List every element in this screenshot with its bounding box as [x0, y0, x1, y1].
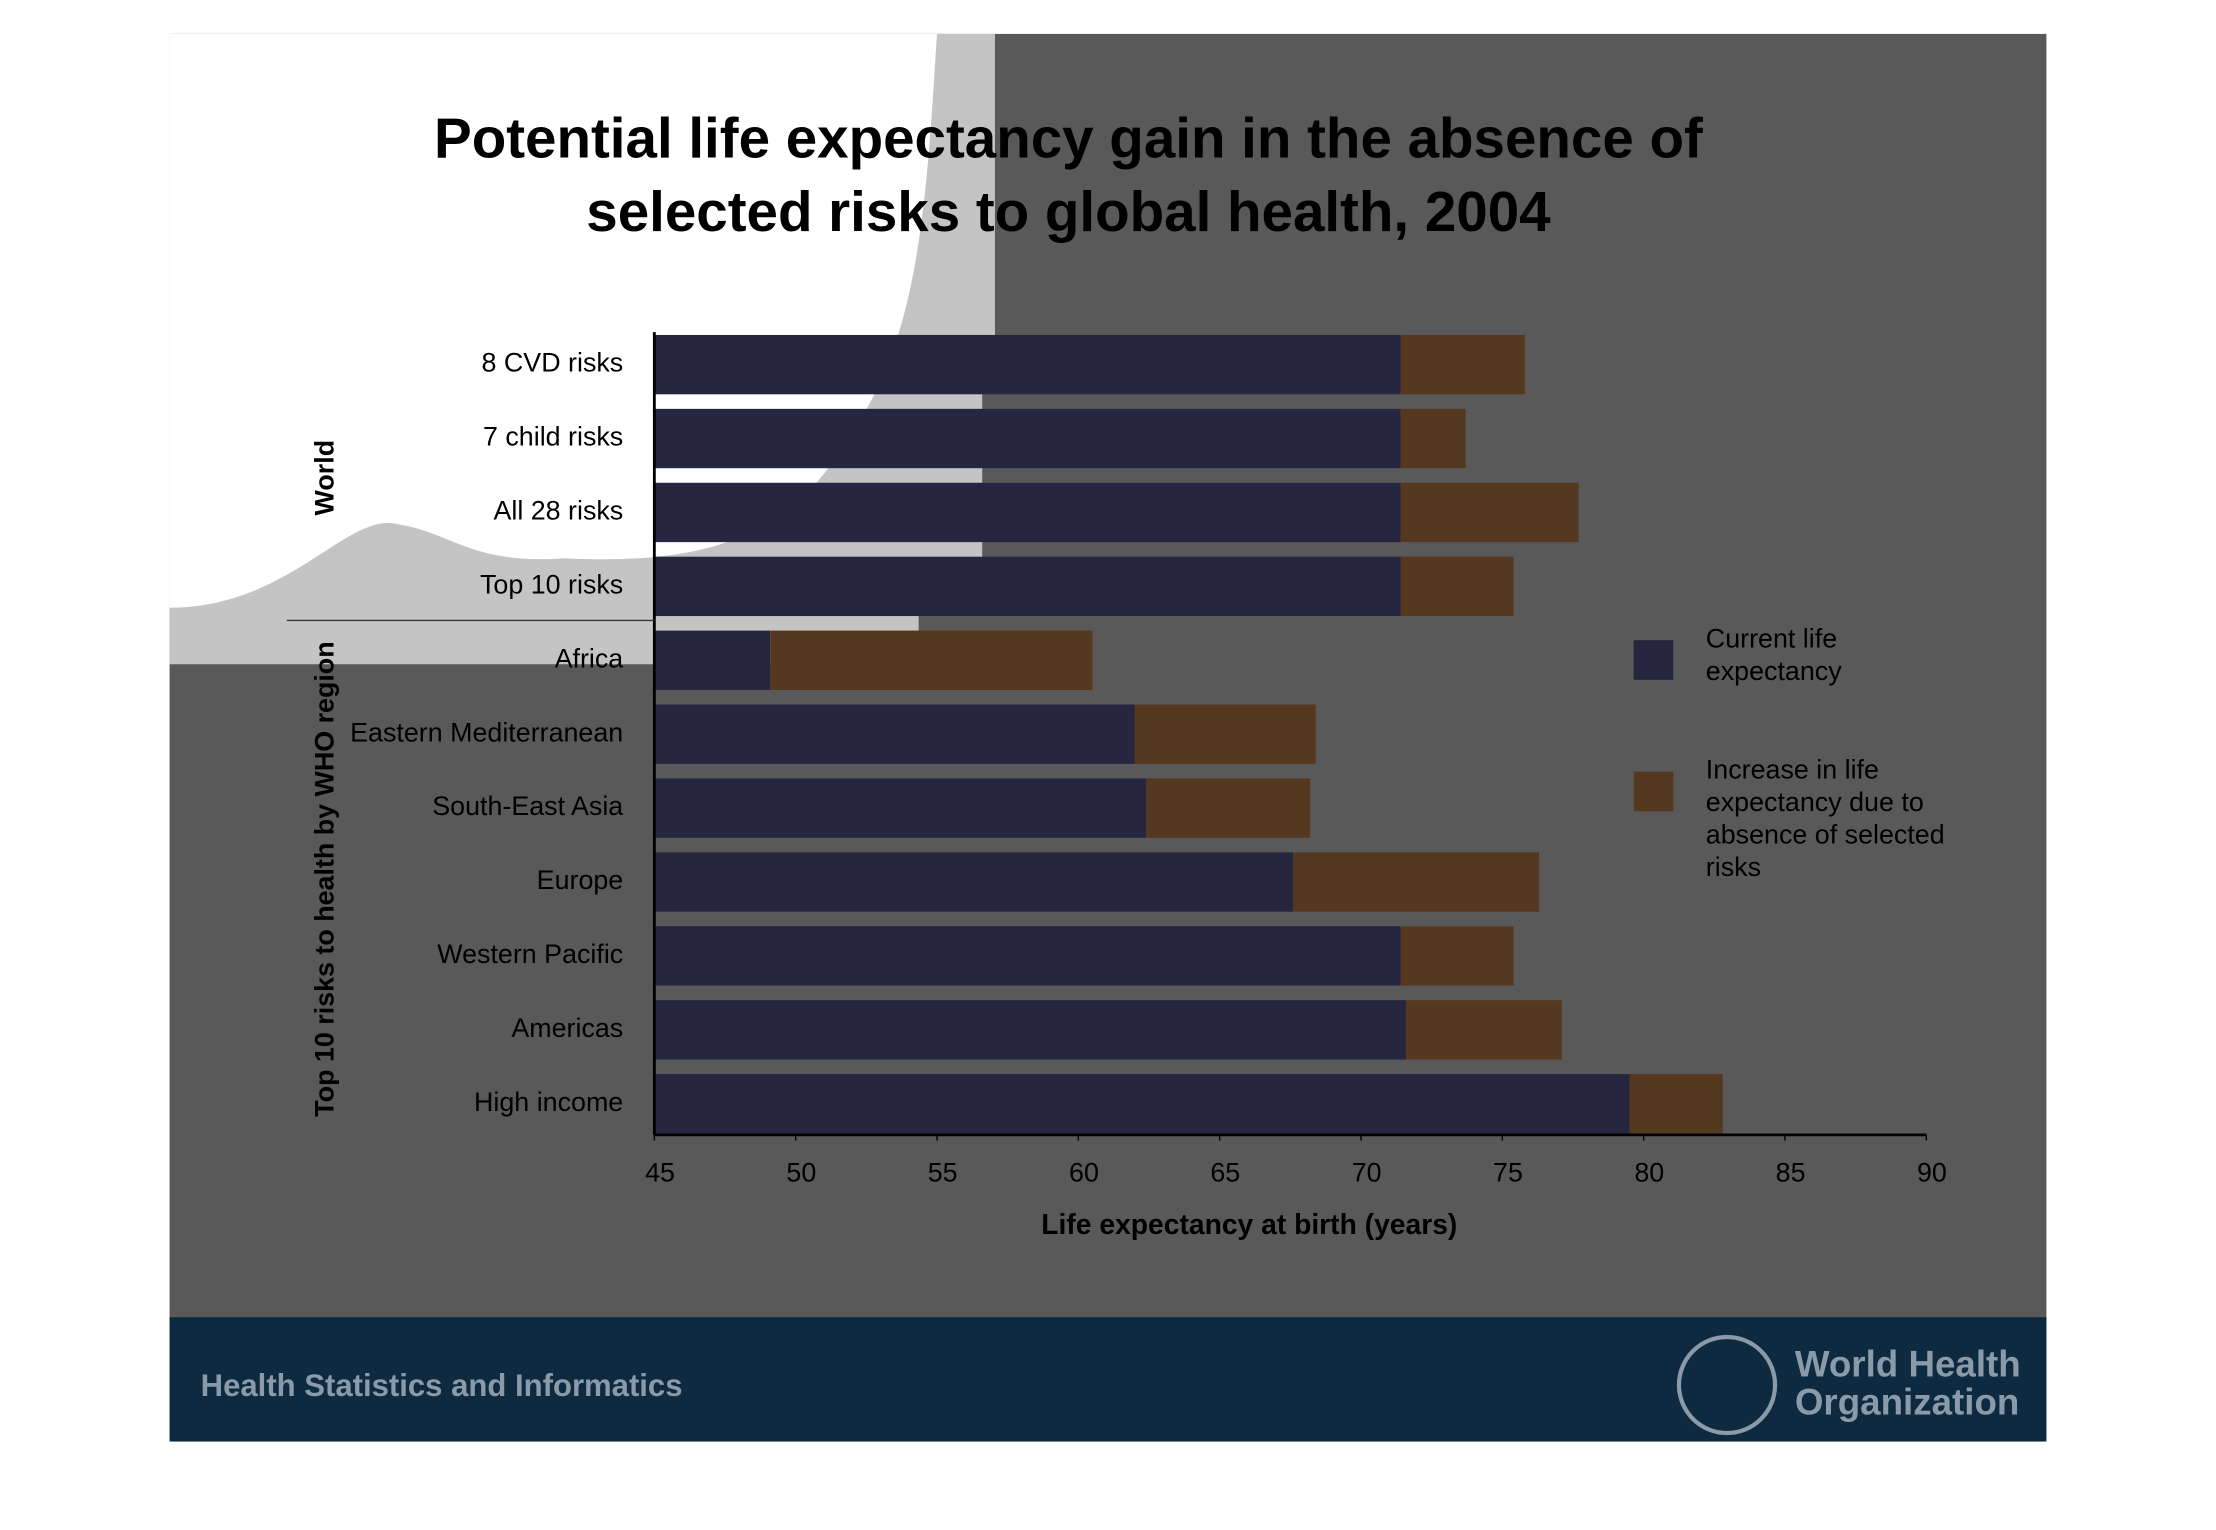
y-tick-label: All 28 risks — [493, 496, 623, 526]
chart-title: selected risks to global health, 2004 — [586, 180, 1551, 243]
x-tick-label: 85 — [1776, 1158, 1806, 1188]
bar-segment — [654, 482, 1401, 543]
group-label: World — [310, 440, 340, 516]
bar-segment — [654, 408, 1401, 469]
legend-entry: Increase in life expectancy due to absen… — [1705, 756, 1945, 884]
x-tick-label: 80 — [1634, 1158, 1664, 1188]
bar-segment — [1400, 334, 1525, 395]
bar-segment — [1146, 778, 1311, 838]
x-tick-label: 50 — [786, 1158, 816, 1188]
bar-segment — [654, 926, 1401, 986]
bar-segment — [654, 852, 1294, 912]
y-tick-label: South-East Asia — [432, 791, 623, 821]
bar-segment — [654, 1000, 1407, 1060]
y-tick-label: Eastern Mediterranean — [350, 717, 623, 747]
y-tick-label: Western Pacific — [437, 939, 623, 969]
bar-segment — [654, 556, 1401, 617]
bar-segment — [654, 630, 771, 690]
chart-title: Potential life expectancy gain in the ab… — [434, 107, 1703, 170]
y-tick-label: Americas — [511, 1013, 623, 1043]
bar-segment — [654, 1074, 1630, 1134]
y-tick-label: High income — [474, 1087, 623, 1117]
x-tick-label: 65 — [1210, 1158, 1240, 1188]
x-tick-label: 70 — [1352, 1158, 1382, 1188]
bar-segment — [770, 630, 1093, 690]
bar-segment — [1406, 1000, 1562, 1060]
legend-swatch — [1633, 771, 1674, 812]
legend-label: Increase in life expectancy due to absen… — [1705, 756, 1945, 884]
bar-segment — [1400, 408, 1466, 469]
footer-text: Health Statistics and Informatics — [201, 1368, 683, 1403]
bar-segment — [1293, 852, 1540, 912]
y-tick-label: 7 child risks — [483, 422, 623, 452]
y-tick-label: Europe — [537, 865, 624, 895]
logo-text: World Health — [1795, 1343, 2021, 1384]
bar-segment — [654, 704, 1135, 764]
bar-segment — [654, 334, 1401, 395]
bar-segment — [1629, 1074, 1723, 1134]
group-label: Top 10 risks to health by WHO region — [310, 641, 340, 1116]
bar-segment — [1400, 926, 1514, 986]
bar-segment — [1400, 556, 1514, 617]
x-tick-label: 55 — [928, 1158, 958, 1188]
x-tick-label: 45 — [645, 1158, 675, 1188]
bar-segment — [1134, 704, 1316, 764]
y-tick-label: Africa — [555, 643, 624, 673]
bar-segment — [1400, 482, 1579, 543]
x-tick-label: 60 — [1069, 1158, 1099, 1188]
logo-text: Organization — [1795, 1381, 2020, 1422]
bar-segment — [654, 778, 1147, 838]
legend-label: Current life expectancy — [1705, 624, 1842, 687]
y-tick-label: Top 10 risks — [480, 569, 623, 599]
x-tick-label: 90 — [1917, 1158, 1947, 1188]
y-tick-label: 8 CVD risks — [482, 348, 624, 378]
x-tick-label: 75 — [1493, 1158, 1523, 1188]
legend-entry: Current life expectancy — [1705, 624, 1842, 687]
legend-swatch — [1633, 640, 1674, 680]
x-axis-label: Life expectancy at birth (years) — [1041, 1208, 1457, 1240]
who-logo — [1676, 1334, 1778, 1436]
